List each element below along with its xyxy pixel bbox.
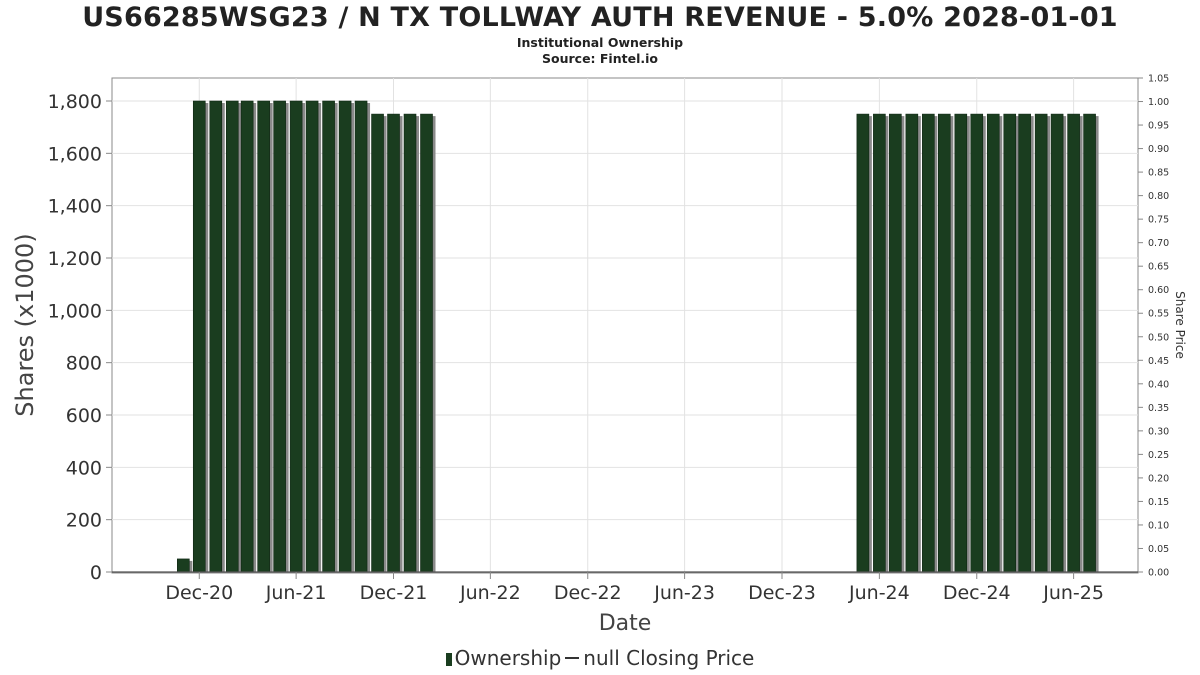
- y2-tick-label: 0.30: [1148, 426, 1169, 437]
- y2-tick-label: 0.20: [1148, 473, 1169, 484]
- y2-tick-label: 0.60: [1148, 285, 1169, 296]
- x-axis: Dec-20 Jun-21 Dec-21 Jun-22 Dec-22 Jun-23 Dec-…: [112, 571, 1138, 604]
- y2-tick-label: 0.55: [1148, 309, 1169, 320]
- y2-tick-label: 0.80: [1148, 191, 1169, 202]
- ownership-bar: [273, 100, 286, 573]
- ownership-bar: [970, 113, 984, 573]
- legend-price-label: null Closing Price: [583, 646, 755, 670]
- x-tick-label: Jun-21: [265, 582, 327, 604]
- ownership-bar: [225, 100, 239, 573]
- y2-tick-label: 0.50: [1148, 332, 1169, 343]
- y-tick-label: 1,800: [48, 91, 102, 113]
- ownership-bar: [403, 113, 417, 573]
- y2-tick-label: 1.00: [1148, 97, 1169, 108]
- ownership-bar: [922, 113, 935, 573]
- ownership-bar: [1003, 113, 1017, 573]
- ownership-bar: [338, 100, 352, 573]
- y2-tick-label: 0.85: [1148, 168, 1169, 179]
- ownership-bar: [1050, 113, 1064, 573]
- ownership-bar: [322, 100, 335, 573]
- ownership-bar: [192, 100, 206, 573]
- y-axis-label: Shares (x1000): [11, 233, 39, 416]
- y2-tick-label: 1.05: [1148, 74, 1169, 85]
- chart-subtitle: Institutional Ownership: [516, 35, 684, 50]
- ownership-bar: [986, 113, 1000, 573]
- chart-title: US66285WSG23 / N TX TOLLWAY AUTH REVENUE…: [82, 2, 1118, 33]
- ownership-bar: [856, 113, 870, 573]
- y-tick-label: 800: [66, 353, 102, 375]
- y-tick-label: 400: [66, 457, 102, 479]
- x-axis-label: Date: [599, 611, 652, 636]
- y2-tick-label: 0.75: [1148, 215, 1169, 226]
- y-axis-right: 0.00 0.05 0.10 0.15 0.20 0.25 0.30 0.35 0.40 0.45…: [1138, 74, 1169, 579]
- chart-source: Source: Fintel.io: [542, 51, 658, 66]
- y-tick-label: 600: [66, 405, 102, 427]
- ownership-bar: [1034, 113, 1048, 573]
- x-tick-label: Jun-22: [459, 582, 521, 604]
- y2-tick-label: 0.95: [1148, 121, 1169, 132]
- y2-tick-label: 0.90: [1148, 144, 1169, 155]
- y-tick-label: 0: [90, 562, 102, 584]
- ownership-bar: [371, 113, 384, 573]
- y2-tick-label: 0.15: [1148, 497, 1169, 508]
- ownership-bar: [905, 113, 919, 573]
- legend-ownership-label: Ownership: [454, 646, 562, 670]
- x-tick-label: Dec-23: [748, 582, 816, 604]
- y2-tick-label: 0.00: [1148, 568, 1169, 579]
- ownership-bar: [257, 100, 270, 573]
- y2-tick-label: 0.05: [1148, 544, 1169, 555]
- ownership-bar: [937, 113, 951, 573]
- x-tick-label: Jun-23: [653, 582, 715, 604]
- y2-tick-label: 0.35: [1148, 403, 1169, 414]
- bars-group: [177, 100, 1099, 573]
- ownership-bar: [1018, 113, 1031, 573]
- ownership-bar: [305, 100, 319, 573]
- y-axis-left: 0 200 400 600 800 1,000 1,200 1,400 1,600 1,800: [48, 91, 112, 584]
- x-tick-label: Dec-21: [360, 582, 428, 604]
- y2-tick-label: 0.10: [1148, 520, 1169, 531]
- y2-tick-label: 0.25: [1148, 450, 1169, 461]
- ownership-bar: [954, 113, 968, 573]
- ownership-bar: [289, 100, 303, 573]
- x-tick-label: Dec-20: [165, 582, 233, 604]
- y2-tick-label: 0.45: [1148, 356, 1169, 367]
- x-tick-label: Dec-22: [554, 582, 622, 604]
- ownership-bar: [209, 100, 223, 573]
- ownership-bar: [240, 100, 254, 573]
- ownership-bar: [354, 100, 368, 573]
- y-tick-label: 1,200: [48, 248, 102, 270]
- y-tick-label: 200: [66, 510, 102, 532]
- ownership-bar: [889, 113, 902, 573]
- ownership-bar: [873, 113, 886, 573]
- ownership-bar: [177, 558, 190, 573]
- ownership-bar: [420, 113, 433, 573]
- y-tick-label: 1,600: [48, 143, 102, 165]
- x-tick-label: Jun-24: [848, 582, 910, 604]
- y-tick-label: 1,000: [48, 300, 102, 322]
- x-tick-label: Jun-25: [1042, 582, 1104, 604]
- legend-ownership-swatch: [445, 653, 452, 666]
- y2-axis-label: Share Price: [1173, 291, 1187, 359]
- x-tick-label: Dec-24: [943, 582, 1011, 604]
- y2-tick-label: 0.65: [1148, 262, 1169, 273]
- ownership-bar: [387, 113, 400, 573]
- y2-tick-label: 0.40: [1148, 379, 1169, 390]
- y2-tick-label: 0.70: [1148, 238, 1169, 249]
- legend-price-swatch: [565, 657, 580, 659]
- y-tick-label: 1,400: [48, 196, 102, 218]
- ownership-bar: [1067, 113, 1080, 573]
- ownership-bar: [1083, 113, 1096, 573]
- legend: Ownership null Closing Price: [0, 646, 1200, 670]
